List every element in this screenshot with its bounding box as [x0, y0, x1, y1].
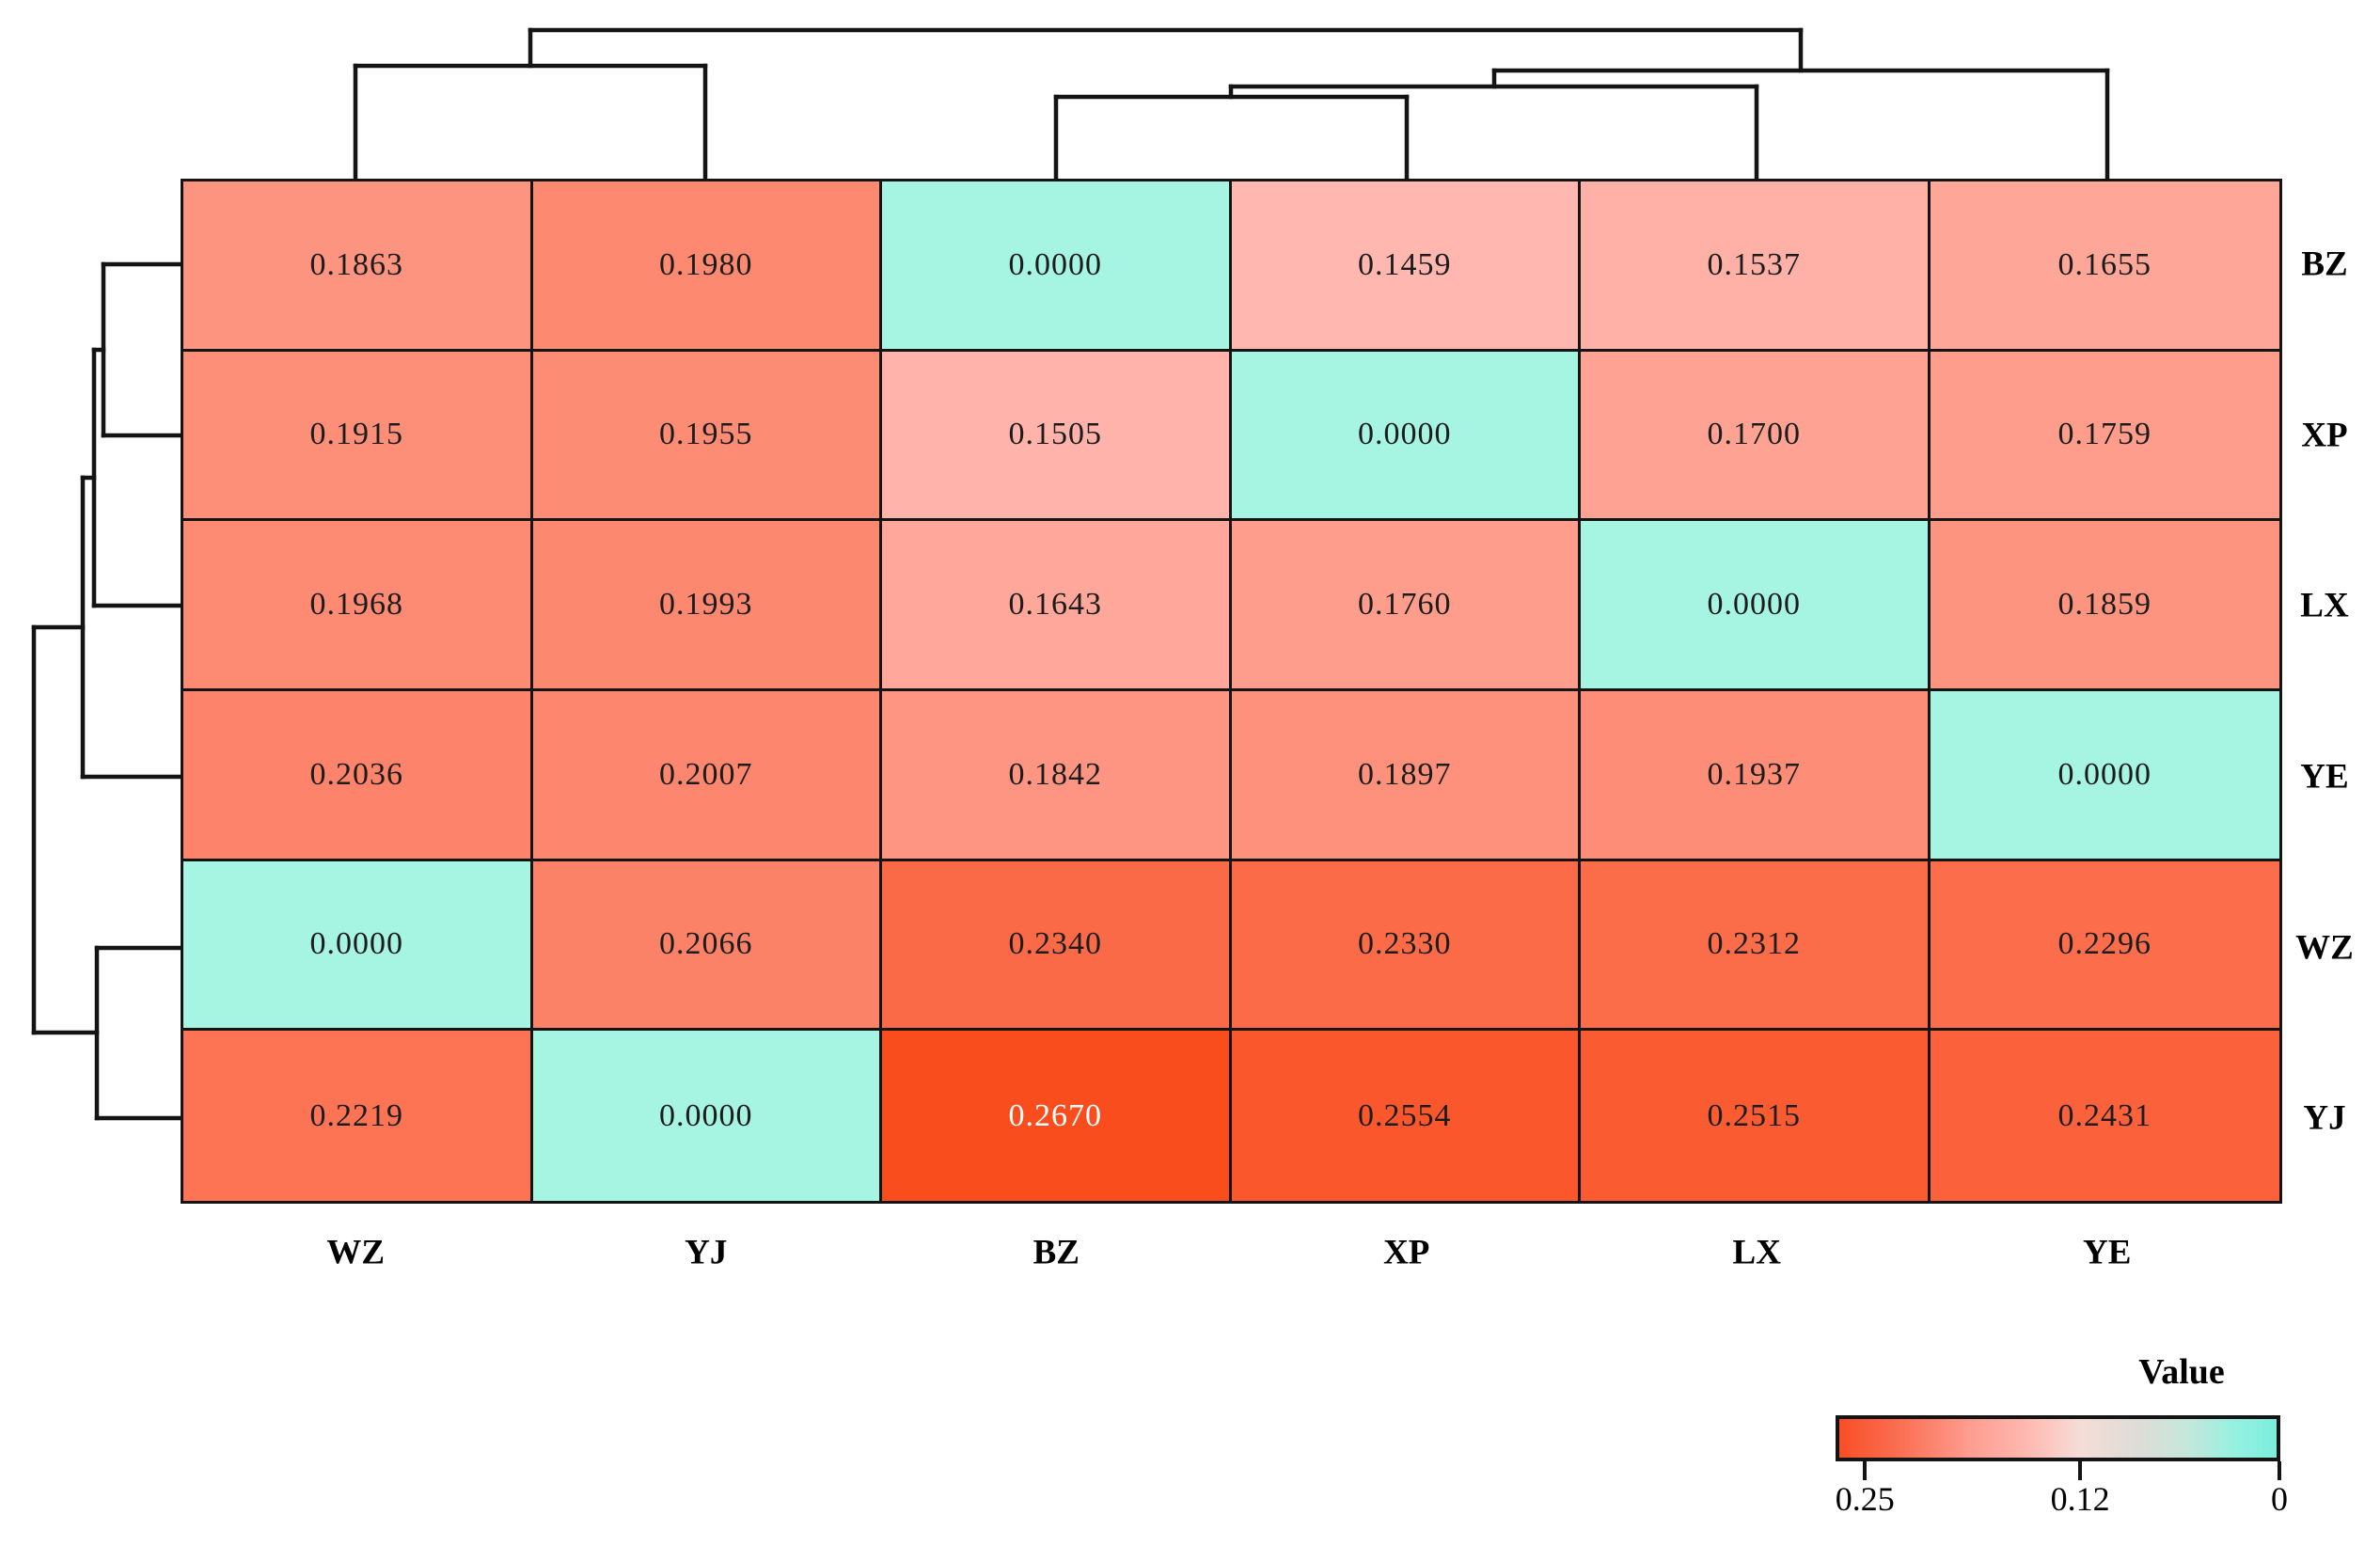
- heatmap-grid: 0.1863 0.1980 0.0000 0.1459 0.1537 0.1655 0.19…: [181, 179, 2282, 1204]
- heatmap-cell: 0.2219: [183, 1031, 533, 1201]
- col-label-bz: BZ: [1032, 1233, 1080, 1272]
- legend-tick-mark: [1863, 1461, 1868, 1480]
- heatmap-cell: 0.0000: [1930, 691, 2279, 861]
- heatmap-cell: 0.1655: [1930, 181, 2279, 352]
- heatmap-cell: 0.2036: [183, 691, 533, 861]
- heatmap-cell: 0.1842: [882, 691, 1232, 861]
- row-label-bz: BZ: [2301, 245, 2348, 284]
- heatmap-cell: 0.2330: [1231, 860, 1581, 1032]
- heatmap-cell: 0.1968: [183, 521, 533, 691]
- heatmap-cell: 0.2007: [532, 691, 882, 861]
- col-label-yj: YJ: [685, 1233, 728, 1272]
- heatmap-cell: 0.1863: [183, 181, 533, 352]
- row-label-yj: YJ: [2303, 1098, 2346, 1138]
- heatmap-cell: 0.2515: [1581, 1031, 1931, 1201]
- legend-title: Value: [2138, 1352, 2225, 1392]
- heatmap-cell: 0.1643: [882, 521, 1232, 691]
- heatmap-cell: 0.0000: [1231, 351, 1581, 522]
- heatmap-cell: 0.2066: [532, 860, 882, 1032]
- heatmap-cell: 0.1993: [532, 521, 882, 691]
- col-label-wz: WZ: [326, 1233, 386, 1272]
- legend-tick-label: 0: [2271, 1480, 2289, 1518]
- heatmap-cell: 0.2296: [1930, 860, 2279, 1032]
- row-label-wz: WZ: [2295, 928, 2354, 967]
- legend-gradient-bar: [1836, 1415, 2280, 1461]
- row-label-ye: YE: [2300, 757, 2349, 797]
- row-label-xp: XP: [2301, 416, 2348, 454]
- heatmap-cell: 0.2554: [1231, 1031, 1581, 1201]
- heatmap-cell: 0.0000: [1581, 521, 1931, 691]
- heatmap-cell: 0.0000: [183, 860, 533, 1032]
- heatmap-cell: 0.1955: [532, 351, 882, 522]
- heatmap-cell: 0.1915: [183, 351, 533, 522]
- heatmap-cell: 0.1700: [1581, 351, 1931, 522]
- row-label-lx: LX: [2300, 586, 2349, 625]
- heatmap-cell: 0.1537: [1581, 181, 1931, 352]
- legend-tick-mark: [2078, 1461, 2083, 1480]
- heatmap-cell: 0.1937: [1581, 691, 1931, 861]
- legend-tick-label: 0.25: [1835, 1480, 1895, 1518]
- heatmap-cell: 0.1760: [1231, 521, 1581, 691]
- col-label-lx: LX: [1732, 1233, 1781, 1272]
- legend-tick-mark: [2278, 1461, 2282, 1480]
- col-label-ye: YE: [2083, 1233, 2132, 1272]
- heatmap-cell: 0.1897: [1231, 691, 1581, 861]
- heatmap-cell: 0.1980: [532, 181, 882, 352]
- heatmap-cell: 0.2431: [1930, 1031, 2279, 1201]
- heatmap-cell: 0.2670: [882, 1031, 1232, 1201]
- heatmap-cell: 0.2340: [882, 860, 1232, 1032]
- col-label-xp: XP: [1383, 1233, 1430, 1272]
- legend-tick-label: 0.12: [2050, 1480, 2110, 1518]
- heatmap-cell: 0.2312: [1581, 860, 1931, 1032]
- heatmap-cell: 0.1459: [1231, 181, 1581, 352]
- heatmap-cell: 0.1859: [1930, 521, 2279, 691]
- heatmap-cell: 0.1759: [1930, 351, 2279, 522]
- heatmap-cell: 0.1505: [882, 351, 1232, 522]
- heatmap-cell: 0.0000: [532, 1031, 882, 1201]
- heatmap-cell: 0.0000: [882, 181, 1232, 352]
